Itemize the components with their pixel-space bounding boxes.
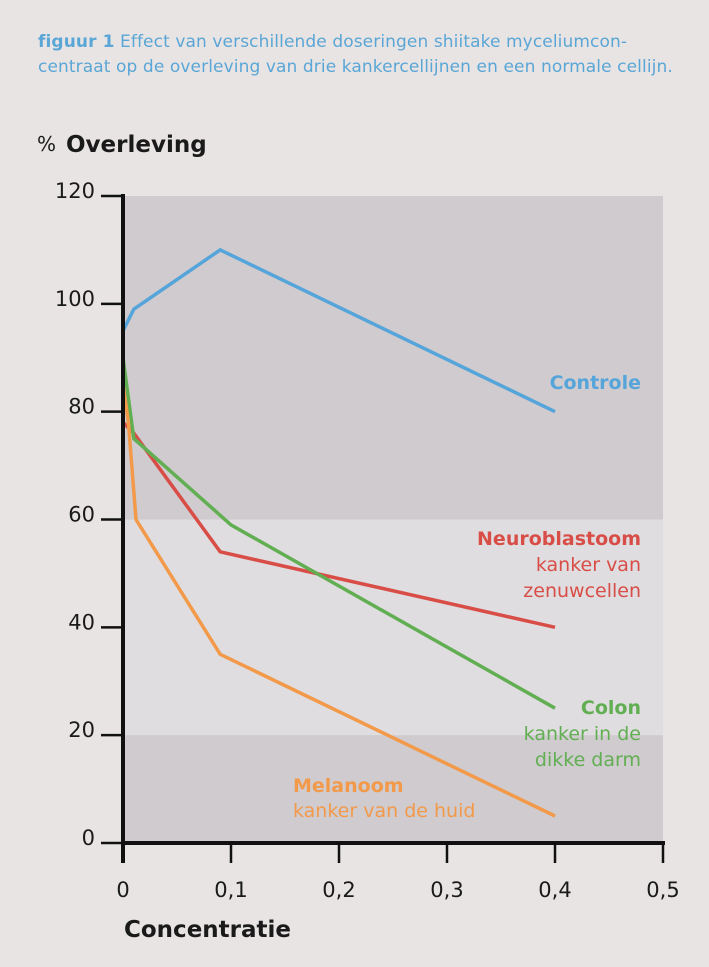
caption-text: Effect van verschillende doseringen shii…	[38, 32, 673, 77]
series-label-melanoom: Melanoom	[293, 775, 404, 797]
series-lines	[121, 247, 556, 818]
series-subtitle-neuroblastoom-line2: zenuwcellen	[523, 580, 641, 602]
series-line-colon	[121, 357, 556, 710]
y-axis-unit: %	[37, 132, 56, 156]
series-subtitle-melanoom: kanker van de huid	[293, 800, 475, 822]
series-line-controle	[121, 247, 556, 414]
y-tick-label: 20	[68, 718, 95, 742]
y-axis-title: Overleving	[66, 132, 207, 158]
x-tick-label: 0,3	[430, 878, 463, 902]
axes	[101, 194, 665, 863]
x-tick-label: 0,4	[538, 878, 571, 902]
series-label-colon: Colon	[581, 697, 641, 719]
x-tick-label: 0,1	[214, 878, 247, 902]
series-label-neuroblastoom: Neuroblastoom	[477, 528, 641, 550]
series-subtitle-colon-line2: dikke darm	[535, 749, 641, 771]
background-bands	[123, 196, 663, 843]
series-line-melanoom	[121, 384, 556, 818]
y-tick-label: 120	[55, 179, 95, 203]
tick-labels: 0 20 40 60 80 100 120 0 0,1 0,2 0,3 0,4 0,5	[55, 179, 680, 902]
band-1	[123, 519, 663, 736]
y-tick-label: 0	[82, 826, 95, 850]
y-tick-label: 100	[55, 287, 95, 311]
series-label-controle: Controle	[550, 372, 641, 394]
series-subtitle-colon-line1: kanker in de	[524, 723, 641, 745]
y-tick-label: 40	[68, 610, 95, 634]
y-tick-label: 80	[68, 395, 95, 419]
x-tick-label: 0	[116, 878, 129, 902]
x-tick-label: 0,5	[646, 878, 679, 902]
y-tick-label: 60	[68, 503, 95, 527]
caption-label: figuur 1	[38, 32, 115, 52]
x-axis-title: Concentratie	[124, 917, 291, 943]
figure-caption: figuur 1 Effect van verschillende doseri…	[38, 30, 688, 80]
x-tick-label: 0,2	[322, 878, 355, 902]
band-0	[123, 196, 663, 520]
band-2	[123, 735, 663, 843]
series-subtitle-neuroblastoom-line1: kanker van	[536, 554, 641, 576]
